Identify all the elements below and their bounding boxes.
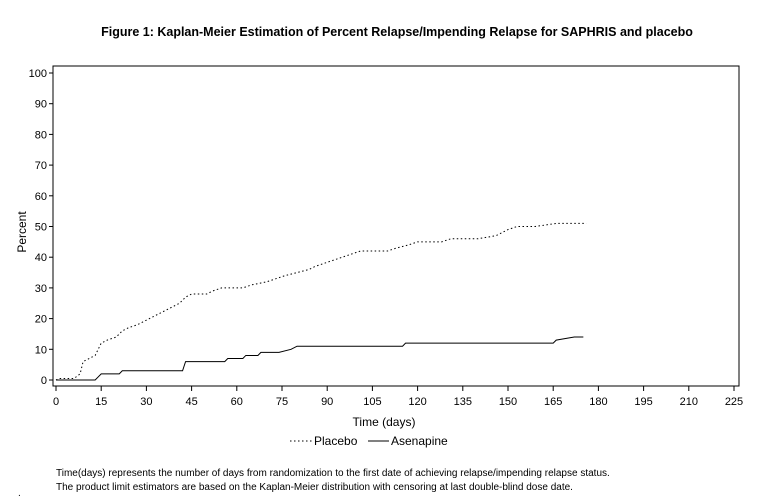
y-tick-label: 30 — [35, 283, 47, 295]
series-line-asenapine — [56, 336, 584, 381]
y-tick-label: 60 — [35, 191, 47, 203]
y-axis: 0 10 20 30 40 50 60 70 80 90 100 — [29, 68, 53, 387]
x-tick-label: 90 — [321, 396, 333, 408]
y-tick-label: 80 — [35, 129, 47, 141]
x-tick-label: 15 — [95, 396, 107, 408]
x-tick-label: 75 — [276, 396, 288, 408]
y-tick-label: 50 — [35, 222, 47, 234]
plot-area — [52, 65, 740, 387]
y-tick-label: 40 — [35, 252, 47, 264]
x-tick-label: 60 — [231, 396, 243, 408]
legend: Placebo Asenapine — [290, 434, 448, 448]
legend-asenapine-label: Asenapine — [391, 434, 448, 448]
km-chart: Figure 1: Kaplan-Meier Estimation of Per… — [15, 25, 743, 448]
x-tick-label: 0 — [53, 396, 59, 408]
x-tick-label: 45 — [185, 396, 197, 408]
y-tick-label: 10 — [35, 344, 47, 356]
y-tick-label: 70 — [35, 160, 47, 172]
x-axis-label: Time (days) — [353, 415, 416, 429]
x-axis: 0 15 30 45 60 75 90 105 120 135 150 165 180 195 210 225 — [53, 386, 743, 408]
x-tick-label: 150 — [499, 396, 517, 408]
x-tick-label: 210 — [680, 396, 698, 408]
x-tick-label: 120 — [408, 396, 426, 408]
footnote-1: Time(days) represents the number of days… — [56, 468, 610, 479]
corner-mark: . — [18, 488, 21, 499]
y-tick-label: 20 — [35, 314, 47, 326]
series-layer — [55, 222, 587, 381]
x-tick-label: 225 — [725, 396, 743, 408]
y-axis-label: Percent — [15, 211, 29, 253]
x-tick-label: 135 — [454, 396, 472, 408]
x-tick-label: 180 — [589, 396, 607, 408]
chart-title: Figure 1: Kaplan-Meier Estimation of Per… — [101, 25, 693, 39]
x-tick-label: 165 — [544, 396, 562, 408]
x-tick-label: 105 — [363, 396, 381, 408]
x-tick-label: 195 — [634, 396, 652, 408]
footnote-2: The product limit estimators are based o… — [56, 482, 573, 493]
y-tick-label: 0 — [41, 375, 47, 387]
x-tick-label: 30 — [140, 396, 152, 408]
legend-placebo-label: Placebo — [314, 434, 358, 448]
y-tick-label: 90 — [35, 99, 47, 111]
y-tick-label: 100 — [29, 68, 47, 80]
